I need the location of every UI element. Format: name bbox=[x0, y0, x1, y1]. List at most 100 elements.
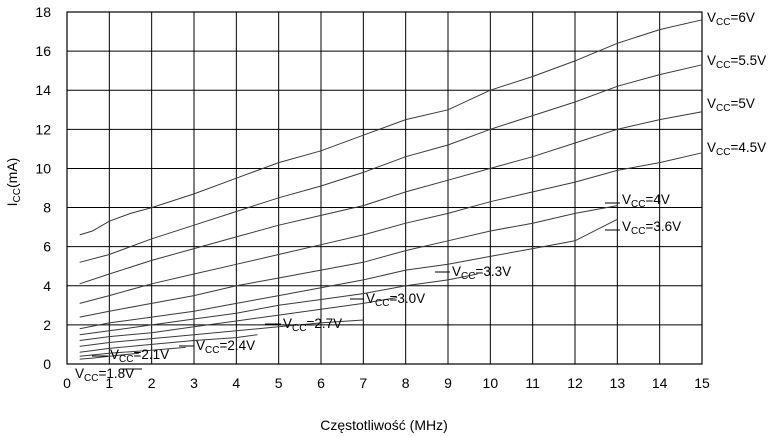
series-label-sub: CC bbox=[292, 323, 306, 334]
y-tick-label: 8 bbox=[43, 200, 51, 216]
series-line bbox=[79, 205, 618, 318]
series-label-sub: CC bbox=[119, 354, 133, 365]
series-lines bbox=[79, 19, 703, 360]
x-tick-label: 1 bbox=[105, 375, 113, 391]
series-label-rest: =4V bbox=[645, 192, 669, 207]
series-label: VCC=3.0V bbox=[366, 291, 425, 309]
y-axis-label: ICC(mA) bbox=[4, 158, 23, 207]
series-line bbox=[79, 111, 703, 285]
series-line bbox=[79, 297, 398, 341]
series-label-main: V bbox=[366, 291, 375, 306]
x-tick-label: 11 bbox=[525, 375, 540, 391]
plot-frame bbox=[66, 11, 703, 365]
series-label-main: V bbox=[622, 192, 631, 207]
series-label-rest: =4.5V bbox=[730, 140, 766, 155]
y-tick-label: 0 bbox=[43, 356, 51, 372]
x-tick-labels: 0 1 2 3 4 5 6 7 8 9 10 11 12 13 14 15 bbox=[63, 375, 710, 391]
series-label: VCC=5V bbox=[707, 96, 755, 114]
series-label-rest: =5.5V bbox=[730, 53, 766, 68]
series-label-sub: CC bbox=[631, 226, 645, 237]
series-line bbox=[79, 218, 618, 330]
series-label-sub: CC bbox=[205, 345, 219, 356]
x-tick-label: 0 bbox=[63, 375, 71, 391]
series-label-main: V bbox=[283, 316, 292, 331]
grid-lines bbox=[66, 11, 703, 365]
series-label: VCC=6V bbox=[707, 10, 755, 28]
y-tick-label: 2 bbox=[43, 317, 51, 333]
series-label: VCC=5.5V bbox=[707, 53, 766, 71]
series-label-sub: CC bbox=[716, 60, 730, 71]
y-axis-label-main: I bbox=[4, 202, 20, 206]
series-label: VCC=4.5V bbox=[707, 140, 766, 158]
series-label-rest: =3.6V bbox=[645, 219, 681, 234]
x-tick-label: 6 bbox=[317, 375, 325, 391]
series-label: VCC=2.4V bbox=[196, 338, 255, 356]
series-label-rest: =2.1V bbox=[133, 347, 169, 362]
series-label-sub: CC bbox=[461, 271, 475, 282]
series-line bbox=[79, 64, 703, 263]
y-tick-label: 10 bbox=[35, 160, 51, 176]
series-line bbox=[79, 273, 478, 336]
x-tick-label: 5 bbox=[275, 375, 283, 391]
series-label-main: V bbox=[707, 140, 716, 155]
x-tick-label: 3 bbox=[190, 375, 198, 391]
x-tick-label: 13 bbox=[610, 375, 626, 391]
y-axis-label-rest: (mA) bbox=[4, 158, 20, 188]
x-tick-label: 12 bbox=[567, 375, 583, 391]
series-label-main: V bbox=[622, 219, 631, 234]
series-label-rest: =5V bbox=[730, 96, 754, 111]
y-tick-label: 6 bbox=[43, 239, 51, 255]
series-label: VCC=1.8V bbox=[75, 366, 134, 384]
series-label-rest: =1.8V bbox=[98, 366, 134, 381]
y-tick-labels: 0 2 4 6 8 10 12 14 16 18 bbox=[35, 4, 51, 372]
series-label: VCC=4V bbox=[622, 192, 670, 210]
series-label-sub: CC bbox=[716, 103, 730, 114]
y-tick-label: 18 bbox=[35, 4, 51, 20]
series-label-main: V bbox=[707, 96, 716, 111]
series-label: VCC=2.1V bbox=[110, 347, 169, 365]
series-label-sub: CC bbox=[716, 17, 730, 28]
series-label: VCC=3.6V bbox=[622, 219, 681, 237]
series-label-rest: =3.3V bbox=[475, 264, 511, 279]
series-label-sub: CC bbox=[631, 199, 645, 210]
series-line bbox=[79, 152, 703, 304]
x-axis-label: Częstotliwość (MHz) bbox=[320, 417, 448, 433]
plot-border bbox=[66, 11, 703, 365]
x-tick-label: 7 bbox=[359, 375, 367, 391]
series-line bbox=[79, 352, 140, 360]
series-label-main: V bbox=[75, 366, 84, 381]
series-line bbox=[79, 319, 364, 347]
series-label-rest: =6V bbox=[730, 10, 754, 25]
y-tick-label: 16 bbox=[35, 43, 51, 59]
series-label-rest: =2.4V bbox=[219, 338, 255, 353]
y-tick-label: 4 bbox=[43, 278, 51, 294]
x-tick-label: 10 bbox=[483, 375, 499, 391]
series-line bbox=[79, 346, 186, 357]
series-label-main: V bbox=[452, 264, 461, 279]
x-tick-label: 8 bbox=[402, 375, 410, 391]
series-label-main: V bbox=[110, 347, 119, 362]
series-label: VCC=3.3V bbox=[452, 264, 511, 282]
series-label-main: V bbox=[196, 338, 205, 353]
x-tick-label: 9 bbox=[444, 375, 452, 391]
y-tick-label: 12 bbox=[35, 121, 51, 137]
series-label-rest: =2.7V bbox=[306, 316, 342, 331]
series-label: VCC=2.7V bbox=[283, 316, 342, 334]
series-label-main: V bbox=[707, 53, 716, 68]
x-tick-label: 14 bbox=[652, 375, 668, 391]
series-labels: VCC=6VVCC=5.5VVCC=5VVCC=4.5VVCC=4VVCC=3.… bbox=[75, 10, 766, 384]
x-tick-label: 4 bbox=[232, 375, 240, 391]
x-tick-label: 2 bbox=[148, 375, 156, 391]
series-line bbox=[79, 19, 703, 236]
series-label-main: V bbox=[707, 10, 716, 25]
x-tick-label: 15 bbox=[694, 375, 710, 391]
y-tick-label: 14 bbox=[35, 82, 51, 98]
series-label-sub: CC bbox=[716, 147, 730, 158]
series-label-sub: CC bbox=[84, 373, 98, 384]
label-leader-lines bbox=[92, 202, 620, 370]
series-line bbox=[79, 334, 258, 353]
series-label-sub: CC bbox=[375, 298, 389, 309]
y-axis-label-sub: CC bbox=[12, 188, 23, 202]
series-label-rest: =3.0V bbox=[389, 291, 425, 306]
